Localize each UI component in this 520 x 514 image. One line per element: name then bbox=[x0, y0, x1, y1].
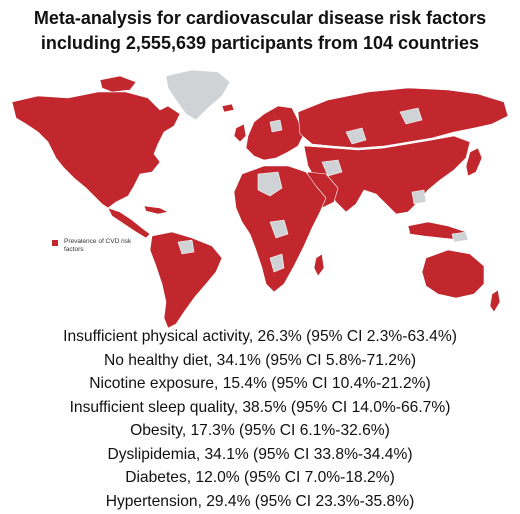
caribbean bbox=[143, 205, 169, 215]
risk-factor-hypertension: Hypertension, 29.4% (95% CI 23.3%-35.8%) bbox=[105, 492, 415, 510]
new-zealand bbox=[489, 289, 501, 313]
central-america bbox=[107, 207, 151, 239]
south-america bbox=[149, 231, 223, 329]
world-map bbox=[11, 69, 509, 329]
risk-factor-diabetes: Diabetes, 12.0% (95% CI 7.0%-18.2%) bbox=[125, 469, 395, 486]
risk-factor-sleep: Insufficient sleep quality, 38.5% (95% C… bbox=[69, 398, 451, 416]
europe bbox=[245, 105, 305, 161]
nodata-southeast-asia bbox=[411, 189, 427, 205]
title-line-2: including 2,555,639 participants from 10… bbox=[40, 33, 480, 53]
nodata-siberia bbox=[399, 107, 423, 125]
madagascar bbox=[313, 253, 325, 277]
nodata-europe bbox=[269, 119, 283, 133]
nodata-central-africa bbox=[269, 219, 289, 239]
iceland bbox=[221, 103, 235, 113]
nodata-southern-africa bbox=[269, 253, 285, 273]
nodata-north-africa bbox=[257, 171, 283, 197]
north-america bbox=[11, 91, 181, 209]
australia bbox=[421, 249, 485, 299]
united-kingdom bbox=[233, 123, 247, 143]
nodata-south-america bbox=[177, 239, 195, 255]
nodata-central-asia bbox=[345, 127, 367, 145]
greenland bbox=[165, 69, 231, 121]
map-legend: Prevalence of CVD risk factors bbox=[52, 238, 134, 254]
nodata-papua bbox=[451, 231, 469, 243]
title-line-1: Meta-analysis for cardiovascular disease… bbox=[33, 8, 487, 28]
japan bbox=[465, 147, 483, 177]
nodata-middle-east bbox=[321, 159, 343, 177]
risk-factor-obesity: Obesity, 17.3% (95% CI 6.1%-32.6%) bbox=[130, 422, 390, 439]
legend-label: Prevalence of CVD risk factors bbox=[64, 238, 132, 253]
risk-factor-healthy-diet: No healthy diet, 34.1% (95% CI 5.8%-71.2… bbox=[103, 351, 417, 369]
risk-factor-nicotine: Nicotine exposure, 15.4% (95% CI 10.4%-2… bbox=[89, 375, 431, 392]
risk-factor-dyslipidemia: Dyslipidemia, 34.1% (95% CI 33.8%-34.4%) bbox=[107, 445, 413, 463]
legend-swatch bbox=[52, 240, 58, 246]
risk-factor-physical-activity: Insufficient physical activity, 26.3% (9… bbox=[63, 328, 457, 345]
risk-factor-list: Insufficient physical activity, 26.3% (9… bbox=[0, 325, 520, 513]
arctic-islands bbox=[99, 75, 137, 93]
figure-title: Meta-analysis for cardiovascular disease… bbox=[0, 6, 520, 56]
